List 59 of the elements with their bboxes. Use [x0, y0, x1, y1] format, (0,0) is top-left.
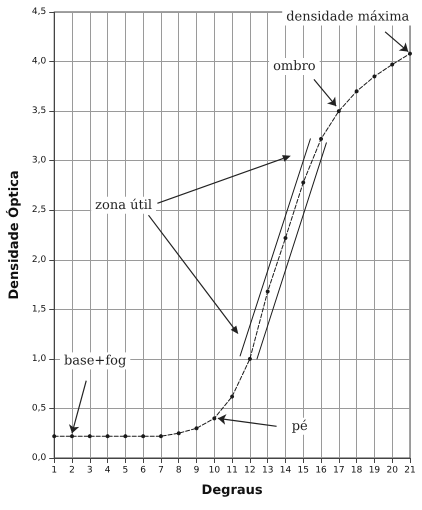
- point: [319, 136, 324, 141]
- x-tick-label: 11: [226, 466, 238, 476]
- x-tick-label: 8: [176, 466, 182, 476]
- y-tick-label: 4,5: [32, 7, 46, 17]
- x-tick-label: 4: [104, 466, 111, 476]
- point: [266, 289, 270, 294]
- annotation: base+fog: [64, 353, 126, 368]
- y-tick-label: 0,5: [32, 403, 46, 414]
- annotation: ombro: [273, 59, 316, 74]
- x-tick-label: 20: [386, 466, 398, 476]
- x-tick-label: 17: [333, 466, 345, 476]
- y-tick-label: 0,0: [32, 453, 46, 463]
- y-axis-title: Densidade Óptica: [5, 170, 22, 300]
- x-tick-label: 13: [262, 466, 274, 476]
- point: [123, 434, 128, 438]
- point: [408, 52, 412, 56]
- point: [141, 434, 146, 438]
- point: [194, 426, 199, 430]
- x-tick-label: 19: [368, 466, 380, 476]
- x-tick-label: 1: [51, 466, 58, 476]
- y-tick-label: 1,5: [32, 304, 46, 314]
- x-tick-label: 21: [404, 466, 416, 476]
- x-tick-label: 9: [194, 466, 200, 476]
- point: [283, 236, 288, 240]
- point: [354, 89, 359, 94]
- x-tick-label: 3: [86, 466, 93, 476]
- point: [390, 62, 394, 67]
- x-tick-label: 12: [244, 466, 256, 476]
- point: [212, 416, 216, 420]
- point: [301, 180, 306, 184]
- point: [88, 434, 92, 438]
- y-tick-label: 3,0: [32, 156, 46, 166]
- x-axis-title: Degraus: [202, 483, 263, 498]
- point: [70, 434, 74, 438]
- x-tick-label: 5: [122, 466, 128, 476]
- point: [230, 394, 234, 399]
- point: [176, 431, 181, 436]
- x-tick-label: 16: [315, 466, 328, 476]
- x-tick-label: 7: [158, 466, 164, 476]
- point: [248, 356, 252, 361]
- y-tick-label: 2,5: [32, 205, 46, 216]
- x-tick-label: 6: [140, 466, 146, 476]
- x-tick-label: 2: [69, 466, 75, 476]
- y-tick-label: 4,0: [32, 56, 46, 67]
- annotation: pé: [292, 418, 308, 434]
- point: [52, 434, 56, 438]
- y-tick-label: 3,5: [32, 106, 46, 116]
- y-tick-label: 2,0: [32, 254, 46, 265]
- x-tick-label: 14: [280, 466, 292, 476]
- point: [106, 434, 110, 438]
- y-tick-label: 1,0: [32, 354, 46, 364]
- x-tick-label: 18: [350, 466, 363, 476]
- annotation: densidade máxima: [286, 9, 410, 24]
- point: [158, 434, 163, 438]
- x-tick-label: 10: [208, 466, 220, 476]
- x-tick-label: 15: [298, 466, 309, 476]
- point: [372, 74, 376, 78]
- point: [336, 109, 341, 114]
- annotation: zona útil: [95, 198, 152, 213]
